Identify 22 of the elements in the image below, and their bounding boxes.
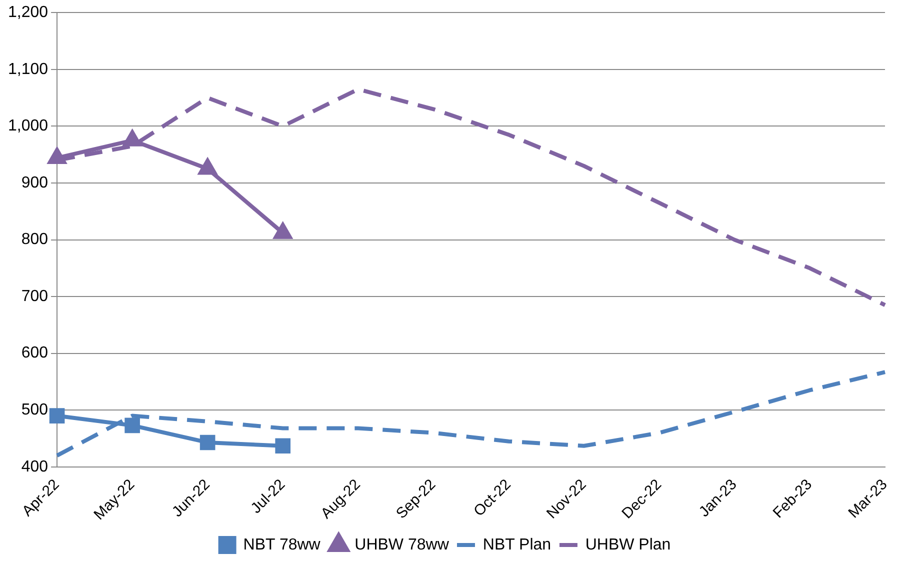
point [49, 408, 65, 424]
y-tick-label: 900 [21, 174, 48, 192]
point [274, 222, 292, 239]
point [200, 434, 216, 450]
legend-label: NBT 78ww [243, 536, 321, 554]
y-tick-label: 400 [21, 458, 48, 476]
point [124, 418, 140, 434]
y-tick-label: 500 [21, 402, 48, 419]
y-tick-label: 1,100 [8, 60, 48, 78]
legend-label: UHBW Plan [585, 536, 671, 554]
y-tick-label: 700 [21, 288, 48, 305]
y-tick-label: 1,000 [8, 118, 48, 135]
y-tick-label: 1,200 [8, 4, 48, 22]
point [123, 130, 142, 146]
line-series [55, 370, 887, 458]
point [275, 438, 291, 454]
legend-label: NBT Plan [482, 536, 552, 554]
y-tick-label: 600 [21, 344, 48, 362]
point [48, 148, 66, 164]
point [198, 158, 217, 175]
legend-label: UHBW 78ww [354, 536, 450, 554]
y-tick-label: 800 [21, 231, 48, 248]
